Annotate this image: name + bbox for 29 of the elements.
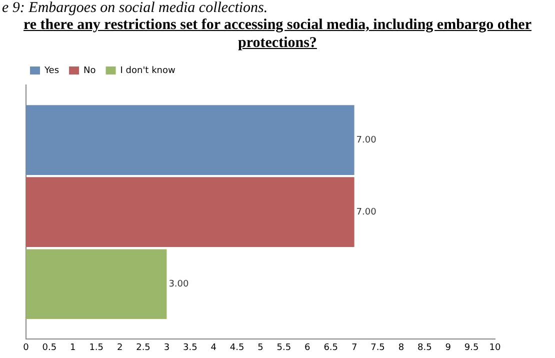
data-label: 3.00 xyxy=(168,279,190,290)
text: e 9: Embargoes on social media collections. xyxy=(1,0,269,16)
x-tick-label: 3.5 xyxy=(182,342,198,353)
x-tick-label: 4.5 xyxy=(230,342,244,353)
x-tick-label: 8 xyxy=(398,342,404,353)
x-tick-label: 1.5 xyxy=(89,342,104,353)
x-tick-label: 5.5 xyxy=(276,342,292,353)
x-tick-label: 1 xyxy=(70,342,76,353)
x-tick-label: 6 xyxy=(304,342,311,353)
data-label: 7.00 xyxy=(356,207,377,218)
x-tick-label: 0.5 xyxy=(42,342,57,353)
x-tick-label: 7 xyxy=(351,342,358,353)
x-tick-label: 2 xyxy=(116,342,123,353)
x-tick-label: 6.5 xyxy=(324,342,338,353)
x-tick-label: 7.5 xyxy=(370,342,385,353)
x-tick-label: 8.5 xyxy=(417,342,432,353)
data-label: 7.00 xyxy=(356,135,377,146)
x-tick-label: 3 xyxy=(164,342,170,353)
x-tick-label: 4 xyxy=(210,342,217,353)
x-tick-label: 2.5 xyxy=(136,342,150,353)
x-tick-label: 9 xyxy=(445,342,452,353)
x-tick-label: 5 xyxy=(258,342,264,353)
x-tick-label: 0 xyxy=(23,342,30,353)
legend-label: Yes xyxy=(44,66,60,76)
x-tick-label: 10 xyxy=(489,342,501,353)
legend-label: I don't know xyxy=(120,66,176,76)
legend-label: No xyxy=(84,66,96,76)
chart-title: re there any restrictions set for accessing social media, including embargo other protections? xyxy=(22,16,532,52)
x-tick-label: 9.5 xyxy=(464,342,479,353)
